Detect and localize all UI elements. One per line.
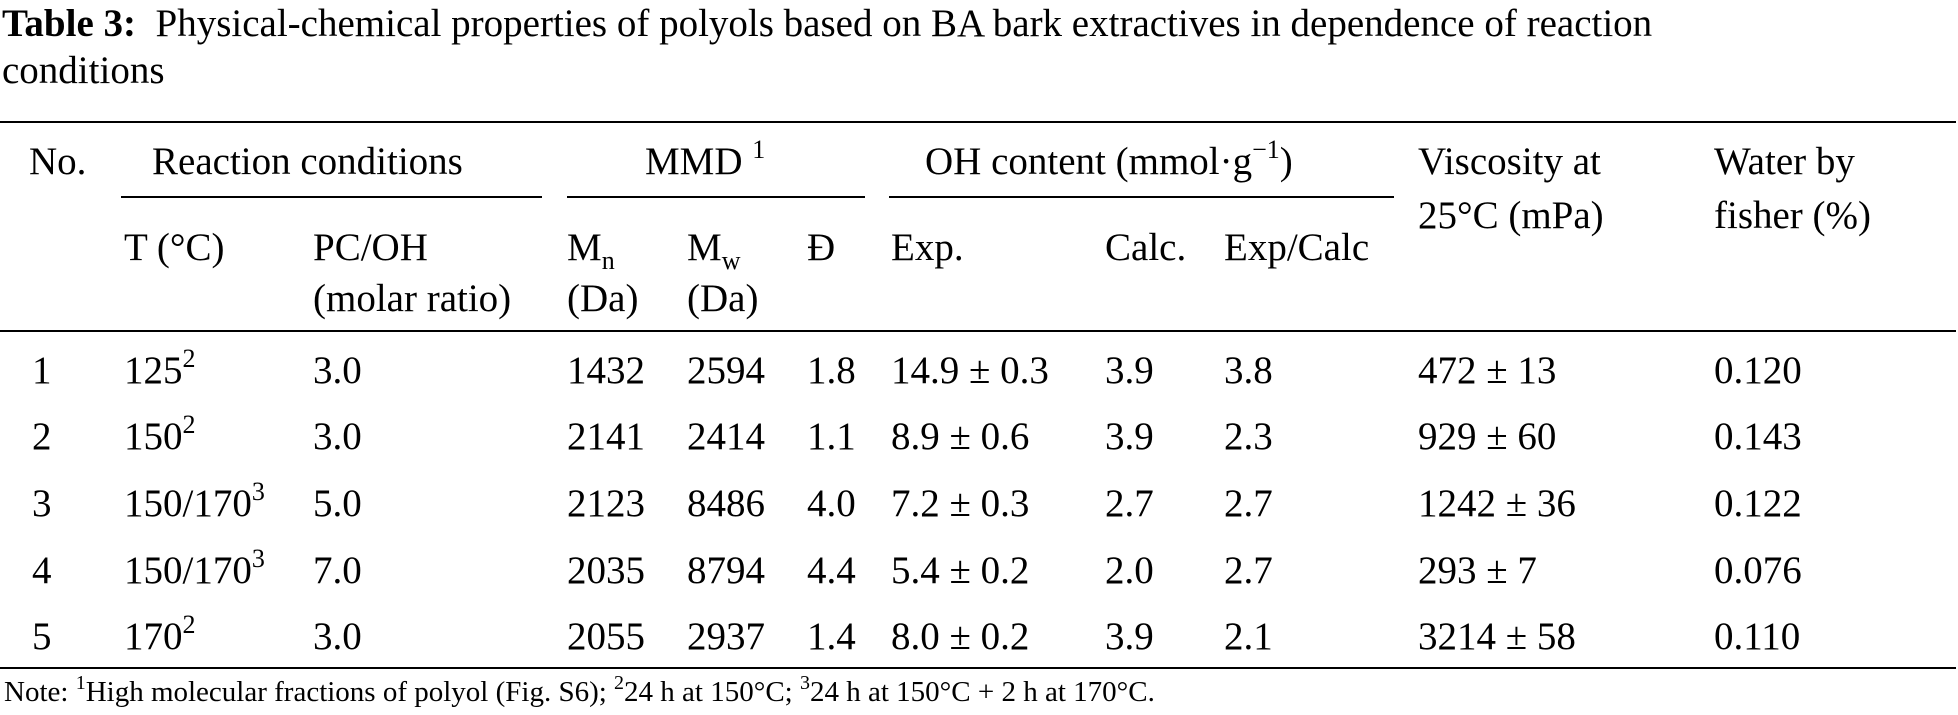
- header-pcoh-line2: (molar ratio): [313, 277, 512, 320]
- cell-temperature: 150/1703: [124, 544, 265, 593]
- header-viscosity-line2: 25°C (mPa): [1418, 194, 1604, 237]
- cell-expcalc: 2.1: [1224, 615, 1273, 658]
- cell-dispersity: 1.4: [807, 615, 856, 658]
- cell-calc: 3.9: [1105, 349, 1154, 392]
- header-water-line2: fisher (%): [1714, 194, 1872, 237]
- cell-viscosity: 293 ± 7: [1418, 549, 1537, 592]
- header-reaction-conditions: Reaction conditions: [152, 140, 463, 183]
- caption-label: Table 3:: [2, 2, 137, 45]
- header-calc: Calc.: [1105, 226, 1187, 269]
- header-mn: Mn: [567, 226, 615, 275]
- cell-expcalc: 2.3: [1224, 415, 1273, 458]
- header-mw: Mw: [687, 226, 741, 275]
- header-no: No.: [29, 140, 87, 183]
- cell-calc: 3.9: [1105, 415, 1154, 458]
- cell-mn: 1432: [567, 349, 645, 392]
- caption-text-cont: conditions: [2, 49, 165, 92]
- cell-exp: 5.4 ± 0.2: [891, 549, 1030, 592]
- header-temperature: T (°C): [124, 226, 225, 269]
- cell-exp: 7.2 ± 0.3: [891, 482, 1030, 525]
- oh-content-underline: [889, 196, 1394, 198]
- cell-exp: 8.9 ± 0.6: [891, 415, 1030, 458]
- cell-water: 0.076: [1714, 549, 1802, 592]
- header-exp: Exp.: [891, 226, 964, 269]
- cell-no: 4: [32, 549, 52, 592]
- cell-exp: 14.9 ± 0.3: [891, 349, 1049, 392]
- header-viscosity-line1: Viscosity at: [1418, 140, 1601, 183]
- cell-water: 0.143: [1714, 415, 1802, 458]
- cell-mw: 8486: [687, 482, 765, 525]
- header-dispersity: Đ: [807, 226, 836, 269]
- cell-viscosity: 472 ± 13: [1418, 349, 1557, 392]
- cell-no: 1: [32, 349, 52, 392]
- bottom-rule: [0, 667, 1956, 669]
- cell-exp: 8.0 ± 0.2: [891, 615, 1030, 658]
- header-mmd: MMD 1: [645, 135, 766, 184]
- cell-water: 0.110: [1714, 615, 1801, 658]
- header-rule: [0, 330, 1956, 332]
- cell-viscosity: 929 ± 60: [1418, 415, 1557, 458]
- header-pcoh-line1: PC/OH: [313, 226, 428, 269]
- cell-mw: 2414: [687, 415, 765, 458]
- cell-viscosity: 3214 ± 58: [1418, 615, 1576, 658]
- cell-mn: 2035: [567, 549, 645, 592]
- cell-dispersity: 1.1: [807, 415, 856, 458]
- cell-dispersity: 4.0: [807, 482, 856, 525]
- cell-mn: 2123: [567, 482, 645, 525]
- header-expcalc: Exp/Calc: [1224, 226, 1370, 269]
- cell-mw: 8794: [687, 549, 765, 592]
- mmd-underline: [567, 196, 865, 198]
- cell-pcoh: 3.0: [313, 615, 362, 658]
- header-water-line1: Water by: [1714, 140, 1855, 183]
- cell-water: 0.120: [1714, 349, 1802, 392]
- cell-dispersity: 4.4: [807, 549, 856, 592]
- cell-water: 0.122: [1714, 482, 1802, 525]
- cell-pcoh: 3.0: [313, 349, 362, 392]
- cell-no: 3: [32, 482, 52, 525]
- cell-no: 5: [32, 615, 52, 658]
- cell-pcoh: 3.0: [313, 415, 362, 458]
- table-note: Note: 1High molecular fractions of polyo…: [4, 672, 1155, 708]
- cell-dispersity: 1.8: [807, 349, 856, 392]
- cell-calc: 3.9: [1105, 615, 1154, 658]
- cell-calc: 2.0: [1105, 549, 1154, 592]
- cell-temperature: 150/1703: [124, 477, 265, 526]
- cell-mw: 2937: [687, 615, 765, 658]
- cell-temperature: 1502: [124, 410, 196, 459]
- cell-pcoh: 5.0: [313, 482, 362, 525]
- cell-temperature: 1702: [124, 610, 196, 659]
- table-caption: Table 3: Physical-chemical properties of…: [2, 0, 1952, 94]
- cell-mw: 2594: [687, 349, 765, 392]
- cell-viscosity: 1242 ± 36: [1418, 482, 1576, 525]
- caption-text: Physical-chemical properties of polyols …: [155, 2, 1653, 45]
- header-mn-unit: (Da): [567, 277, 639, 320]
- cell-pcoh: 7.0: [313, 549, 362, 592]
- cell-mn: 2141: [567, 415, 645, 458]
- cell-mn: 2055: [567, 615, 645, 658]
- cell-no: 2: [32, 415, 52, 458]
- header-oh-content: OH content (mmol·g−1): [925, 135, 1293, 184]
- reaction-conditions-underline: [121, 196, 542, 198]
- cell-expcalc: 3.8: [1224, 349, 1273, 392]
- cell-calc: 2.7: [1105, 482, 1154, 525]
- cell-temperature: 1252: [124, 344, 196, 393]
- cell-expcalc: 2.7: [1224, 482, 1273, 525]
- top-rule: [0, 121, 1956, 123]
- header-mw-unit: (Da): [687, 277, 759, 320]
- cell-expcalc: 2.7: [1224, 549, 1273, 592]
